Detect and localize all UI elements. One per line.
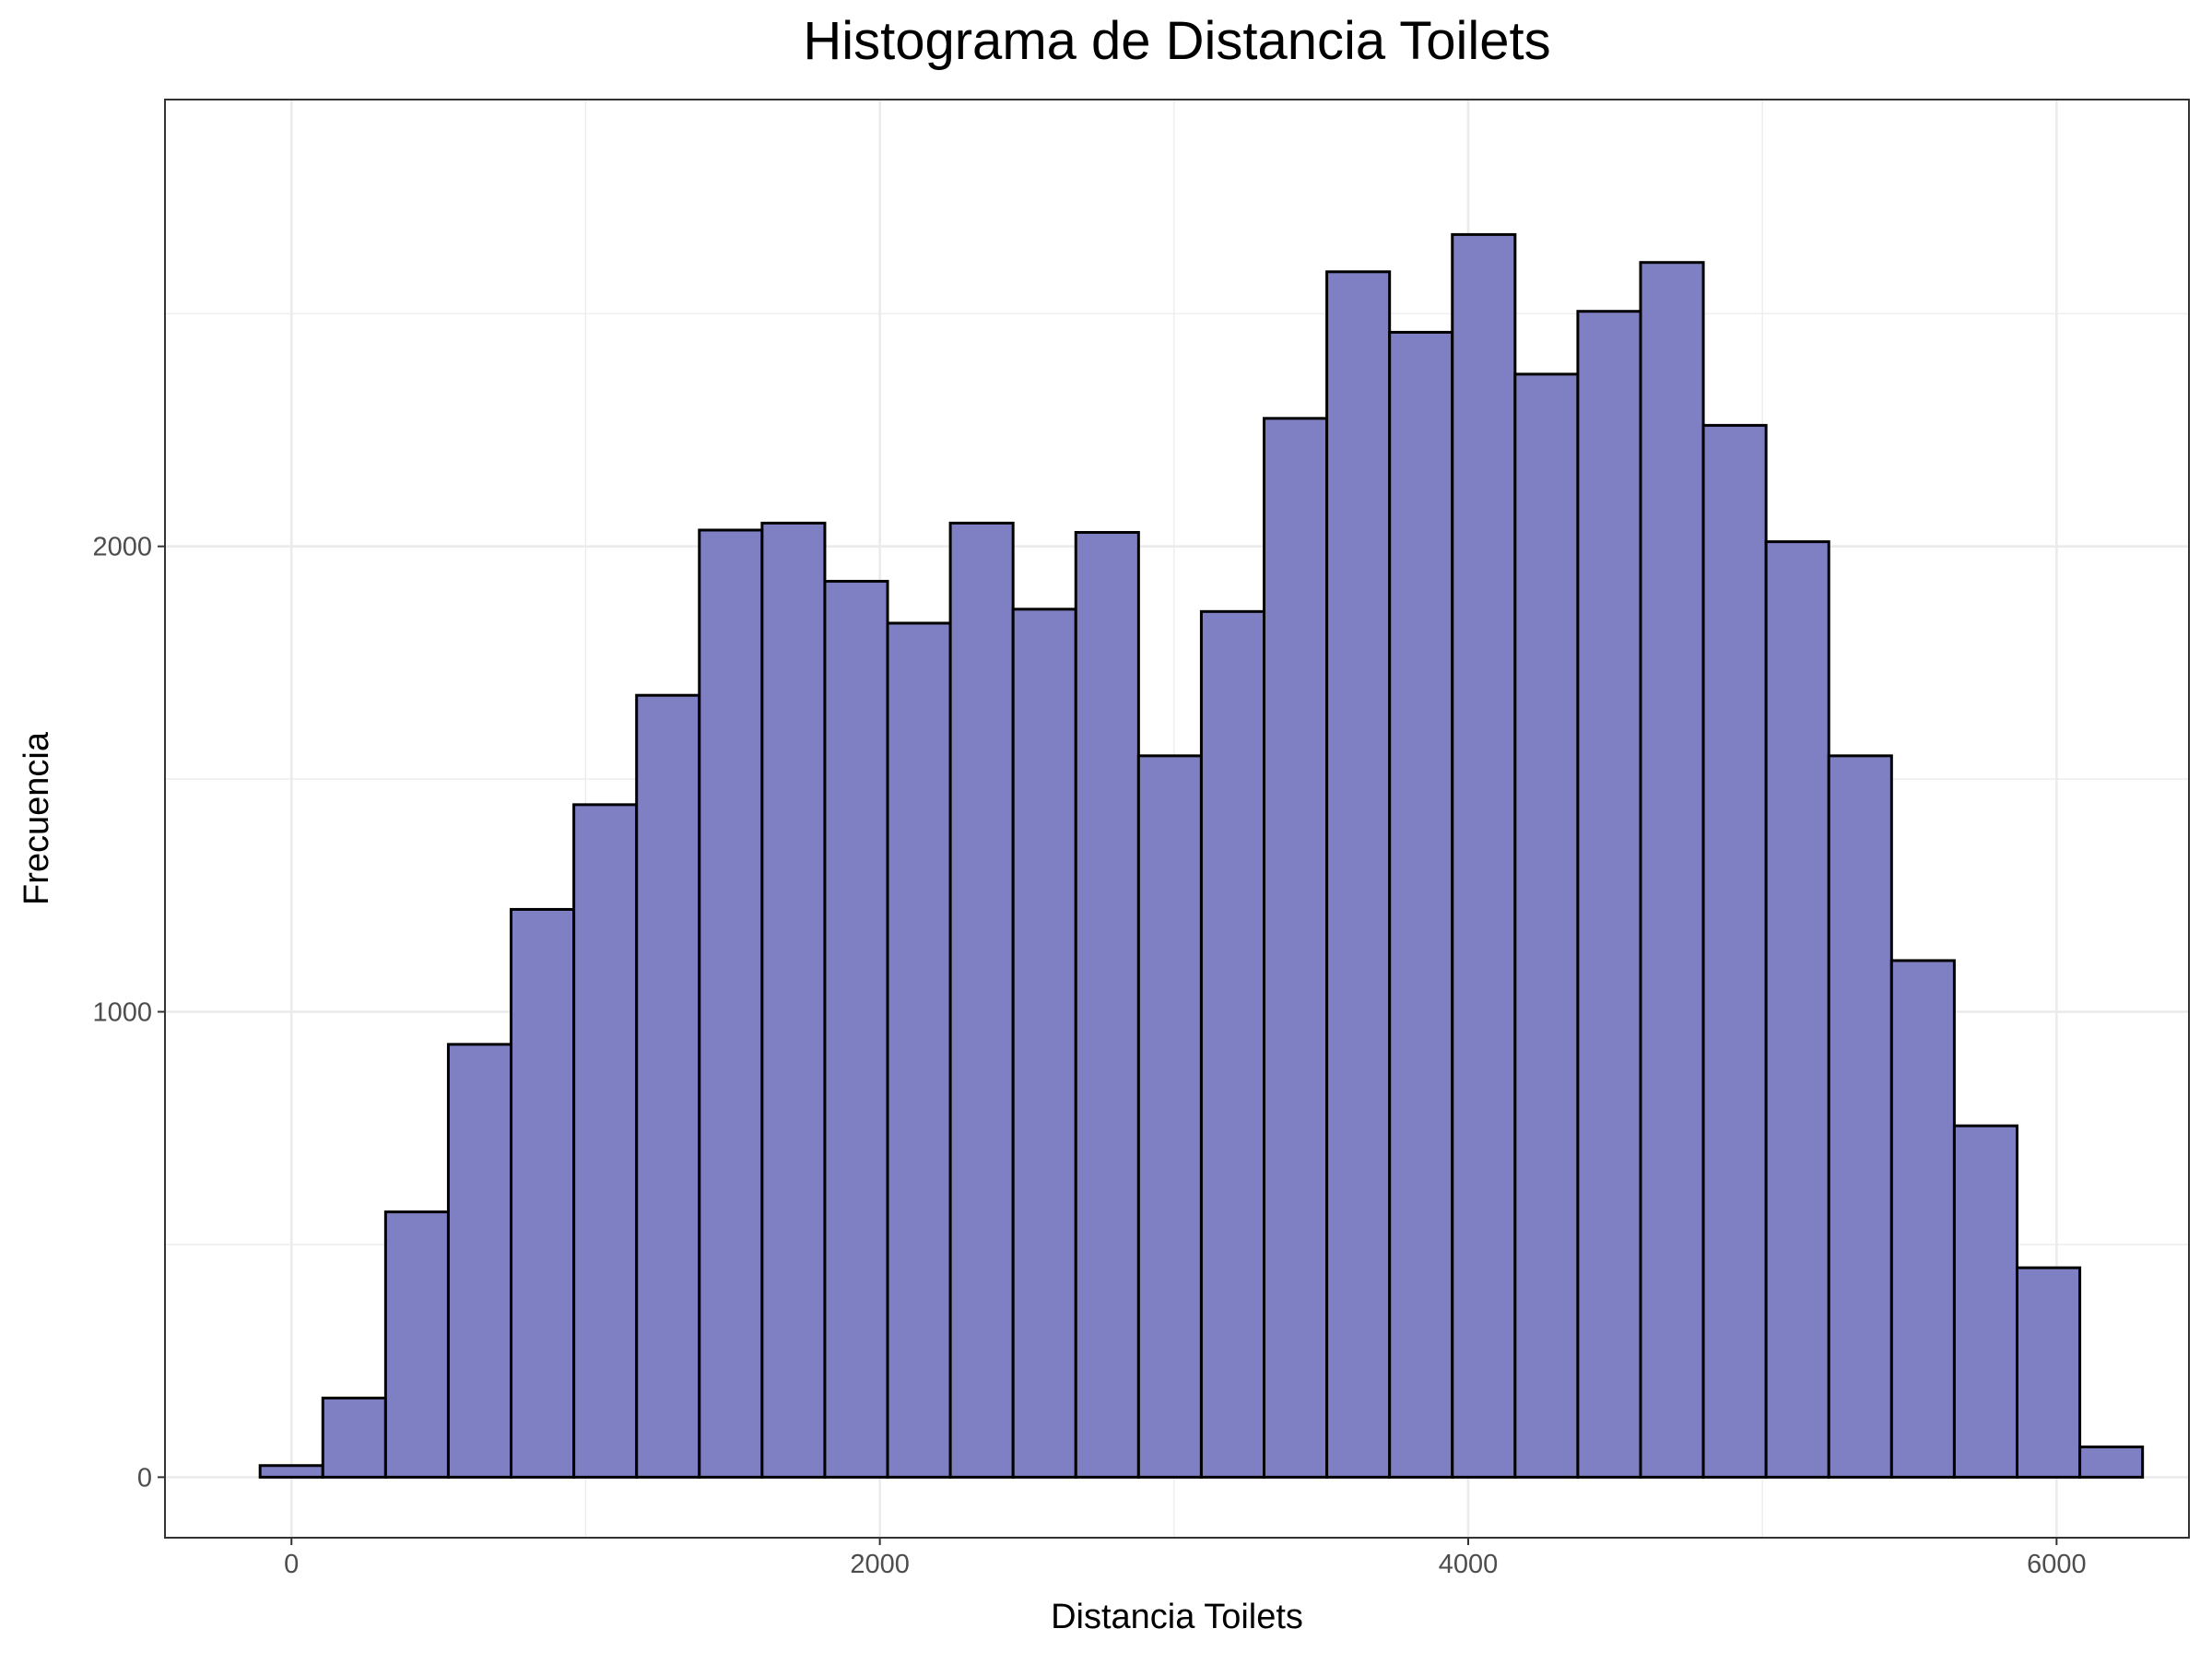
chart-title: Histograma de Distancia Toilets — [803, 11, 1550, 71]
x-tick-label: 6000 — [2027, 1550, 2087, 1579]
y-tick-label: 2000 — [92, 533, 152, 562]
axis-ticks: 0 2000 4000 6000 0 1000 2000 — [92, 533, 2086, 1579]
histogram-bar — [446, 1043, 513, 1479]
histogram-bar — [258, 1464, 324, 1479]
histogram-bar — [1136, 754, 1203, 1479]
histogram-bar — [2015, 1266, 2082, 1479]
histogram-bar — [760, 521, 827, 1479]
histogram-bar — [321, 1397, 387, 1479]
histogram-bar — [698, 528, 764, 1479]
histogram-bar — [2078, 1446, 2145, 1479]
histogram-bar — [1827, 754, 1893, 1479]
x-axis-title: Distancia Toilets — [1051, 1598, 1303, 1636]
histogram-bar — [948, 521, 1015, 1479]
histogram-bar — [510, 907, 576, 1479]
histogram-bar — [1388, 330, 1454, 1479]
x-tick-label: 4000 — [1439, 1550, 1499, 1579]
y-axis-title: Frecuencia — [18, 731, 56, 905]
y-tick-label: 0 — [137, 1463, 152, 1493]
histogram-bar — [1764, 540, 1830, 1479]
panel-border — [164, 99, 2190, 1539]
histogram-bar — [1576, 310, 1642, 1479]
histogram-bar — [635, 693, 701, 1479]
histogram-bar — [1451, 232, 1517, 1479]
y-tick-label: 1000 — [92, 998, 152, 1028]
histogram-bar — [572, 803, 639, 1479]
histogram-bar — [886, 621, 952, 1479]
histogram-bar — [1952, 1124, 2018, 1479]
histogram-bar — [1074, 531, 1140, 1479]
histogram-bar — [1325, 270, 1392, 1479]
x-tick-label: 0 — [284, 1550, 299, 1579]
histogram-bar — [383, 1210, 450, 1479]
histogram-bar — [1199, 609, 1266, 1479]
histogram-bar — [1011, 608, 1077, 1479]
histogram-bar — [1889, 959, 1956, 1479]
x-tick-label: 2000 — [850, 1550, 910, 1579]
histogram-bar — [1701, 423, 1768, 1479]
histogram-bar — [823, 580, 889, 1479]
histogram-bar — [1263, 417, 1329, 1479]
histogram-bar — [1513, 372, 1580, 1479]
histogram-bars — [258, 232, 2145, 1479]
histogram-bar — [1639, 261, 1705, 1479]
